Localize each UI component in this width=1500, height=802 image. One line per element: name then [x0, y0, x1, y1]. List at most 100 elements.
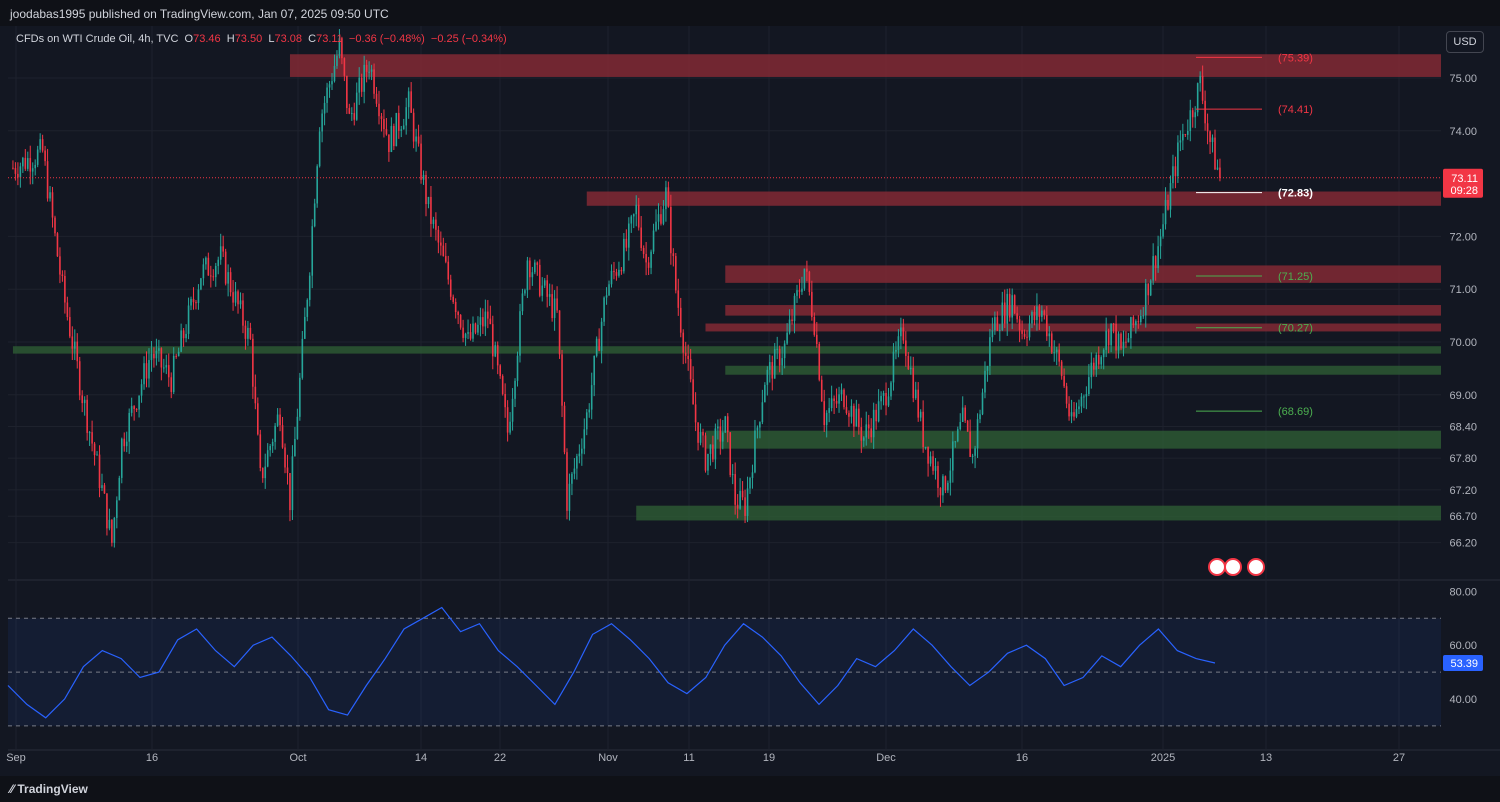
candle-body — [375, 93, 378, 104]
candle-body — [407, 91, 410, 108]
candle-body — [259, 434, 262, 469]
candle-body — [355, 92, 358, 120]
candle-body — [1041, 310, 1043, 317]
candle-body — [952, 441, 954, 471]
candle-body — [1043, 310, 1046, 315]
candle-body — [118, 477, 121, 501]
candle-body — [318, 131, 321, 167]
candle-body — [98, 454, 101, 488]
candle-body — [167, 365, 170, 378]
us-flag-event-icon[interactable] — [1208, 558, 1226, 576]
candle-body — [630, 216, 633, 224]
tradingview-logo[interactable]: ⁄⁄ TradingView — [10, 782, 88, 796]
candle-body — [989, 337, 991, 367]
level-label: (68.69) — [1278, 406, 1313, 418]
candle-body — [890, 382, 892, 397]
candle-body — [937, 466, 939, 488]
candle-body — [155, 350, 158, 359]
candle-body — [1100, 357, 1103, 365]
candle-body — [1018, 319, 1021, 331]
candle-body — [865, 424, 868, 438]
candle-body — [637, 204, 640, 228]
price-axis-panel — [1441, 26, 1500, 776]
candle-body — [1219, 167, 1221, 178]
rsi-line — [7, 606, 1216, 719]
candle-body — [353, 113, 356, 120]
time-tick-label: 27 — [1393, 752, 1405, 764]
us-flag-event-icon[interactable] — [1224, 558, 1242, 576]
candle-body — [1065, 386, 1068, 404]
candle-body — [947, 482, 949, 491]
high-label: H — [226, 33, 235, 45]
candle-body — [101, 485, 103, 488]
candle-body — [1142, 315, 1145, 317]
chart-svg[interactable]: (75.39) (74.41) (72.83) (71.25) (70.27) (68.6… — [0, 26, 1500, 776]
candle-body — [103, 485, 106, 494]
candle-body — [39, 139, 41, 150]
candle-body — [1199, 75, 1201, 84]
candle-body — [929, 456, 932, 464]
candle-body — [187, 305, 190, 334]
time-tick-label: 2025 — [1151, 752, 1175, 764]
change-value: −0.36 (−0.48%) — [348, 33, 425, 45]
candle-body — [999, 329, 1001, 331]
candle-body — [383, 118, 385, 130]
candle-body — [880, 395, 882, 402]
candle-body — [237, 291, 239, 305]
price-tick-label: 69.00 — [1449, 390, 1477, 402]
candle-body — [338, 38, 341, 56]
candle-body — [1152, 256, 1154, 281]
candle-body — [919, 411, 922, 418]
candle-body — [924, 446, 927, 448]
candle-body — [724, 416, 727, 433]
candle-body — [447, 261, 450, 280]
last-price-value: 73.11 — [1451, 173, 1478, 185]
candle-body — [590, 385, 593, 410]
candle-body — [855, 408, 858, 427]
candle-body — [224, 251, 227, 284]
candle-body — [1130, 317, 1132, 339]
candle-body — [1159, 236, 1162, 247]
candle-body — [860, 427, 863, 441]
candle-body — [420, 143, 422, 180]
candle-body — [581, 448, 583, 454]
us-flag-event-icon[interactable] — [1247, 558, 1265, 576]
support-zone — [725, 365, 1441, 375]
candle-body — [1179, 140, 1182, 143]
candle-body — [499, 365, 501, 377]
candle-body — [882, 392, 885, 396]
candle-body — [464, 333, 467, 338]
candle-body — [598, 338, 600, 351]
candle-body — [628, 223, 630, 248]
candle-body — [484, 311, 487, 327]
candle-body — [845, 407, 848, 414]
candle-body — [36, 149, 39, 165]
last-price-countdown: 09:28 — [1450, 185, 1478, 197]
currency-button[interactable]: USD — [1446, 31, 1484, 53]
candle-body — [1182, 133, 1184, 141]
candle-body — [437, 229, 440, 243]
level-label: (72.83) — [1278, 188, 1313, 200]
chart-frame[interactable]: (75.39) (74.41) (72.83) (71.25) (70.27) (68.6… — [0, 26, 1500, 776]
time-tick-label: 11 — [683, 752, 694, 764]
candle-body — [1095, 354, 1098, 370]
candle-body — [210, 275, 212, 277]
price-tick-label: 66.70 — [1449, 511, 1477, 523]
candle-body — [24, 157, 27, 169]
candle-body — [519, 311, 521, 356]
candle-body — [385, 129, 388, 135]
candle-body — [912, 367, 915, 399]
candle-body — [281, 425, 284, 448]
candle-body — [197, 289, 200, 304]
candle-body — [971, 455, 974, 457]
price-tick-label: 67.80 — [1449, 453, 1477, 465]
candle-body — [759, 422, 761, 428]
symbol-label[interactable]: CFDs on WTI Crude Oil, 4h, TVC — [16, 33, 179, 45]
candle-body — [625, 238, 628, 248]
candle-body — [516, 355, 519, 381]
level-label: (71.25) — [1278, 271, 1313, 283]
candle-body — [496, 345, 499, 366]
candle-body — [717, 426, 719, 429]
candle-body — [783, 343, 786, 359]
candle-body — [1216, 167, 1219, 170]
